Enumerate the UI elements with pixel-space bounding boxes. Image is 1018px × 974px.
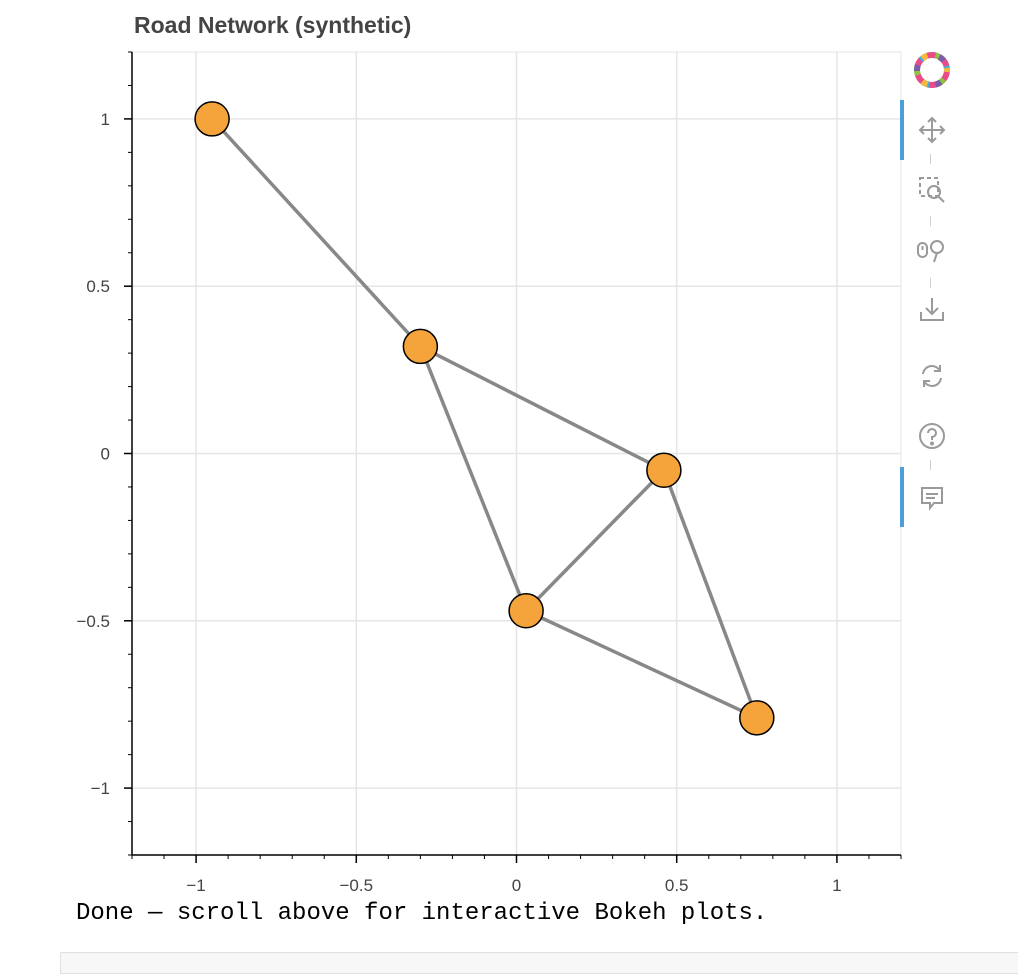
network-edge [662, 469, 759, 719]
chart-title: Road Network (synthetic) [134, 12, 412, 38]
network-edge [524, 469, 666, 612]
y-tick-label: 0.5 [86, 277, 110, 296]
network-edge [210, 117, 422, 348]
network-node [646, 452, 682, 488]
network-node [739, 700, 775, 736]
x-tick-label: −0.5 [340, 876, 374, 895]
x-tick-label: −1 [186, 876, 205, 895]
grid [132, 52, 901, 855]
toolbar-separator [930, 278, 931, 288]
x-tick-label: 0 [512, 876, 521, 895]
toolbar-separator [930, 216, 931, 226]
nodes [194, 101, 775, 736]
hover-icon[interactable] [912, 478, 952, 518]
bokeh-logo-icon[interactable] [912, 50, 952, 90]
wheel-zoom-icon[interactable] [912, 230, 952, 270]
hover-active-indicator [900, 467, 904, 527]
y-tick-label: 1 [101, 110, 110, 129]
output-area [60, 952, 1018, 974]
pan-active-indicator [900, 100, 904, 160]
x-tick-label: 0.5 [665, 876, 689, 895]
x-axis: −1 −0.5 0 0.5 1 [131, 854, 902, 895]
toolbar-separator [930, 154, 931, 164]
x-tick-label: 1 [832, 876, 841, 895]
reset-icon[interactable] [912, 356, 952, 396]
toolbar-separator [930, 460, 931, 470]
y-tick-label: 0 [101, 445, 110, 464]
network-edge [419, 344, 665, 472]
network-edge [418, 345, 528, 612]
box-zoom-icon[interactable] [912, 170, 952, 210]
network-node [402, 328, 439, 365]
y-tick-label: −0.5 [76, 612, 110, 631]
status-line: Done — scroll above for interactive Boke… [76, 900, 768, 927]
help-icon[interactable] [912, 416, 952, 456]
toolbar [900, 40, 962, 540]
network-edge [525, 609, 758, 720]
network-node [508, 593, 544, 629]
y-axis: 1 0.5 0 −0.5 −1 [76, 51, 133, 856]
pan-icon[interactable] [912, 110, 952, 150]
edges [210, 117, 759, 720]
save-icon[interactable] [912, 290, 952, 330]
plot-canvas[interactable]: −1 −0.5 0 0.5 1 1 0.5 0 −0.5 −1 [0, 0, 1018, 900]
y-tick-label: −1 [91, 779, 110, 798]
network-node [194, 101, 230, 137]
